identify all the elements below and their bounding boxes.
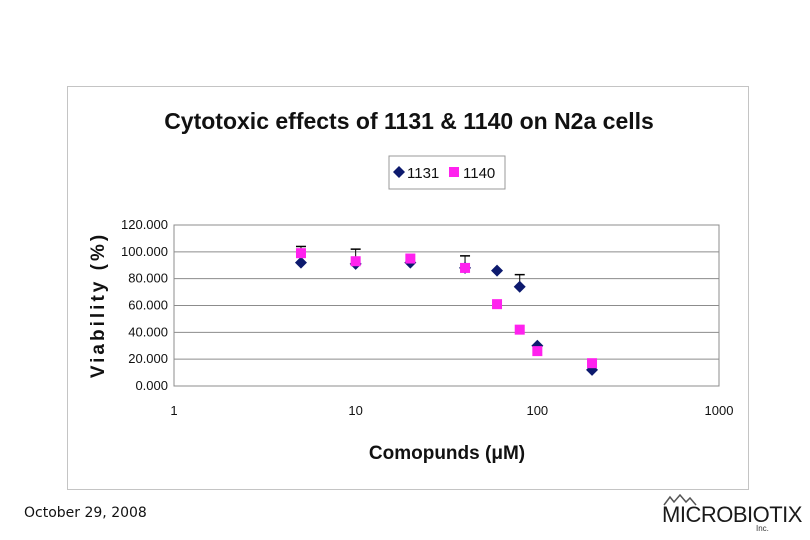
logo-wordmark: MICROBIOTIX [662, 502, 802, 527]
x-tick-label: 10 [348, 403, 362, 418]
y-tick-label: 80.000 [128, 271, 168, 286]
point-1140 [350, 256, 361, 267]
point-1140 [460, 262, 471, 273]
y-tick-label: 40.000 [128, 324, 168, 339]
x-tick-label: 100 [526, 403, 548, 418]
footer-date: October 29, 2008 [24, 505, 147, 521]
logo-inc: Inc. [756, 524, 769, 533]
y-tick-label: 100.000 [121, 244, 168, 259]
point-1140 [587, 358, 598, 369]
point-1140 [514, 324, 525, 335]
cytotoxicity-chart: Cytotoxic effects of 1131 & 1140 on N2a … [88, 108, 733, 464]
legend-box [388, 155, 506, 190]
point-1140 [295, 248, 306, 259]
chart-frame: Cytotoxic effects of 1131 & 1140 on N2a … [67, 86, 749, 490]
point-1131 [294, 256, 307, 269]
legend-marker-1131 [393, 166, 405, 178]
chart-title: Cytotoxic effects of 1131 & 1140 on N2a … [164, 108, 654, 134]
legend-label-1140: 1140 [463, 165, 495, 182]
point-1140 [405, 253, 416, 264]
y-tick-label: 20.000 [128, 351, 168, 366]
y-tick-labels: 0.000 20.000 40.000 60.000 80.000 100.000 120.… [121, 217, 168, 393]
x-tick-label: 1 [170, 403, 177, 418]
point-1140 [532, 346, 543, 357]
series-1140 [295, 248, 598, 369]
point-1131 [491, 264, 504, 277]
legend-marker-1140 [449, 167, 459, 177]
legend: 1131 1140 [388, 155, 506, 190]
legend-label-1131: 1131 [407, 165, 439, 182]
y-tick-label: 120.000 [121, 217, 168, 232]
x-tick-label: 1000 [705, 403, 734, 418]
y-tick-label: 0.000 [135, 378, 168, 393]
y-tick-label: 60.000 [128, 298, 168, 313]
y-axis-title: Viability (%) [88, 232, 109, 378]
data-series [294, 248, 599, 376]
microbiotix-logo: MICROBIOTIX Inc. [660, 494, 802, 534]
point-1140 [492, 299, 503, 310]
logo-mountain-icon [663, 494, 697, 506]
point-1131 [513, 280, 526, 293]
x-axis-title: Comopunds (μM) [369, 443, 525, 464]
x-tick-labels: 1 10 100 1000 [170, 403, 733, 418]
gridlines [174, 251, 719, 360]
